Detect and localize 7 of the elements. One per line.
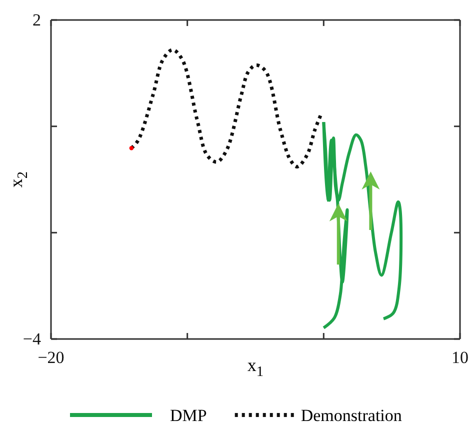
x-tick-label: 10	[452, 348, 468, 368]
x-axis-title: x$_{1}$	[247, 355, 264, 380]
y-tick-label: −4	[22, 329, 42, 348]
x-tick-label: −20	[38, 348, 64, 368]
legend-label: DMP	[170, 406, 207, 425]
legend-label: Demonstration	[300, 406, 402, 425]
y-tick-label: 2	[32, 10, 41, 30]
